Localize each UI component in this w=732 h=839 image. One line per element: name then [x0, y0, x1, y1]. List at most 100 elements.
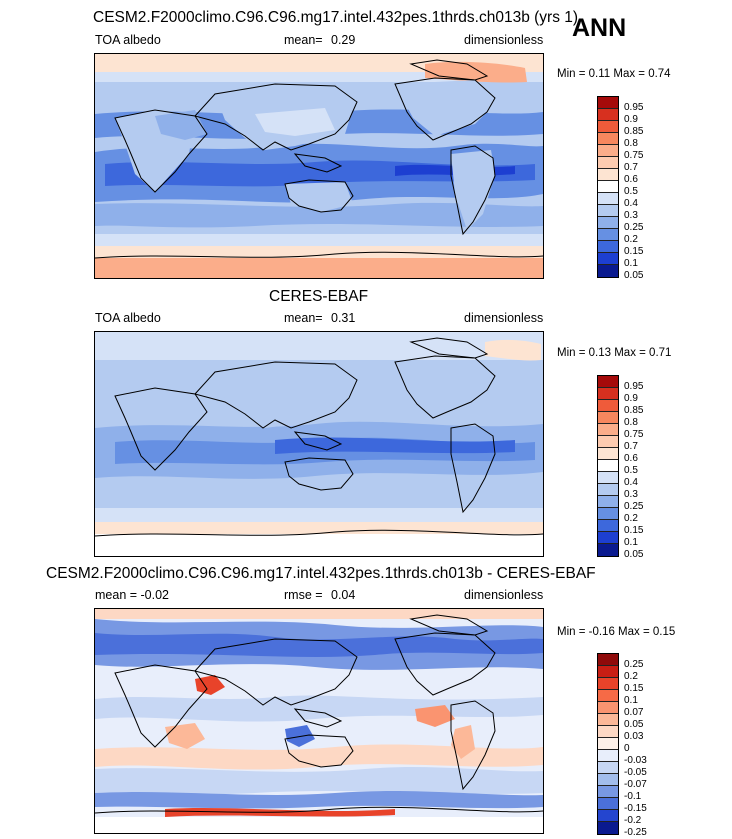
panel-1-colorbar-swatch [598, 109, 618, 121]
panel-2-title: CERES-EBAF [269, 288, 369, 305]
panel-3-colorbar-label: -0.25 [624, 827, 647, 838]
panel-3-min-max: Min = -0.16 Max = 0.15 [557, 626, 676, 638]
panel-2-map [94, 331, 544, 557]
panel-3-colorbar-label: -0.2 [624, 815, 642, 826]
panel-1-colorbar [597, 96, 619, 278]
panel-2-colorbar-swatch [598, 388, 618, 400]
panel-3-rmse-value: 0.04 [331, 588, 356, 602]
panel-3-colorbar-swatch [598, 762, 618, 774]
panel-1-colorbar-label: 0.7 [624, 162, 638, 173]
panel-1-title: CESM2.F2000climo.C96.C96.mg17.intel.432p… [93, 9, 579, 26]
panel-1-colorbar-label: 0.75 [624, 150, 644, 161]
panel-3-colorbar-swatch [598, 798, 618, 810]
panel-2-units-label: dimensionless [464, 311, 544, 325]
panel-2-colorbar-label: 0.75 [624, 429, 644, 440]
panel-2-colorbar-swatch [598, 412, 618, 424]
panel-2-colorbar-label: 0.4 [624, 477, 638, 488]
panel-3-colorbar-label: 0.1 [624, 695, 638, 706]
panel-1-colorbar-label: 0.9 [624, 114, 638, 125]
panel-2-colorbar-swatch [598, 544, 618, 556]
panel-2-colorbar-swatch [598, 472, 618, 484]
panel-1-colorbar-label: 0.05 [624, 270, 644, 281]
panel-1-colorbar-label: 0.25 [624, 222, 644, 233]
panel-2-colorbar-label: 0.9 [624, 393, 638, 404]
panel-1-mean-label: mean= [284, 33, 323, 47]
panel-3-colorbar-label: 0.05 [624, 719, 644, 730]
panel-3-rmse-label: rmse = [284, 588, 323, 602]
panel-3-colorbar-label: 0.2 [624, 671, 638, 682]
panel-1-variable-label: TOA albedo [95, 33, 161, 47]
panel-1-colorbar-swatch [598, 265, 618, 277]
panel-3-colorbar [597, 653, 619, 835]
panel-3-colorbar-label: 0.07 [624, 707, 644, 718]
panel-2-colorbar-swatch [598, 484, 618, 496]
panel-3-colorbar-label: 0 [624, 743, 630, 754]
panel-1-colorbar-swatch [598, 217, 618, 229]
panel-2-colorbar-swatch [598, 448, 618, 460]
panel-1-mean-value: 0.29 [331, 33, 356, 47]
panel-1-colorbar-swatch [598, 133, 618, 145]
panel-2-mean-value: 0.31 [331, 311, 356, 325]
panel-2-colorbar-label: 0.1 [624, 537, 638, 548]
panel-1-colorbar-label: 0.95 [624, 102, 644, 113]
panel-3-colorbar-swatch [598, 726, 618, 738]
panel-2-colorbar-swatch [598, 532, 618, 544]
panel-3-colorbar-label: -0.07 [624, 779, 647, 790]
panel-3-colorbar-swatch [598, 690, 618, 702]
panel-1-colorbar-label: 0.6 [624, 174, 638, 185]
panel-2-min-max: Min = 0.13 Max = 0.71 [557, 347, 672, 359]
panel-3-colorbar-swatch [598, 810, 618, 822]
panel-2-colorbar-label: 0.8 [624, 417, 638, 428]
panel-3-colorbar-label: 0.15 [624, 683, 644, 694]
panel-1-min-max: Min = 0.11 Max = 0.74 [557, 68, 671, 80]
panel-2-colorbar-label: 0.3 [624, 489, 638, 500]
panel-3-colorbar-swatch [598, 702, 618, 714]
panel-1-colorbar-swatch [598, 205, 618, 217]
panel-3-colorbar-label: 0.03 [624, 731, 644, 742]
panel-3-colorbar-label: -0.05 [624, 767, 647, 778]
panel-1-colorbar-label: 0.3 [624, 210, 638, 221]
panel-3-colorbar-swatch [598, 714, 618, 726]
panel-1-colorbar-label: 0.2 [624, 234, 638, 245]
panel-1-colorbar-label: 0.85 [624, 126, 644, 137]
panel-3-colorbar-swatch [598, 678, 618, 690]
panel-3-colorbar-swatch [598, 774, 618, 786]
panel-1-colorbar-swatch [598, 241, 618, 253]
panel-1-colorbar-swatch [598, 121, 618, 133]
panel-1-map [94, 53, 544, 279]
panel-3-colorbar-swatch [598, 666, 618, 678]
panel-2-colorbar-swatch [598, 436, 618, 448]
panel-2-colorbar-label: 0.2 [624, 513, 638, 524]
panel-1-colorbar-swatch [598, 193, 618, 205]
panel-3-colorbar-swatch [598, 786, 618, 798]
panel-2-variable-label: TOA albedo [95, 311, 161, 325]
panel-1-colorbar-label: 0.8 [624, 138, 638, 149]
panel-1-colorbar-swatch [598, 181, 618, 193]
panel-2-colorbar-label: 0.25 [624, 501, 644, 512]
panel-1-units-label: dimensionless [464, 33, 544, 47]
panel-2-colorbar-label: 0.6 [624, 453, 638, 464]
panel-2-colorbar-swatch [598, 400, 618, 412]
panel-3-colorbar-label: -0.15 [624, 803, 647, 814]
panel-3-mean-label: mean = -0.02 [95, 588, 170, 602]
panel-1-colorbar-swatch [598, 253, 618, 265]
panel-2-colorbar-swatch [598, 424, 618, 436]
panel-2-colorbar-swatch [598, 496, 618, 508]
panel-2-colorbar-label: 0.95 [624, 381, 644, 392]
panel-3-colorbar-label: -0.1 [624, 791, 642, 802]
panel-2-colorbar-label: 0.85 [624, 405, 644, 416]
panel-1-colorbar-label: 0.1 [624, 258, 638, 269]
panel-1-colorbar-swatch [598, 169, 618, 181]
panel-3-colorbar-swatch [598, 738, 618, 750]
panel-2-colorbar-swatch [598, 460, 618, 472]
panel-1-colorbar-swatch [598, 157, 618, 169]
panel-1-colorbar-label: 0.15 [624, 246, 644, 257]
panel-2-colorbar-label: 0.5 [624, 465, 638, 476]
panel-3-units-label: dimensionless [464, 588, 544, 602]
panel-1-colorbar-swatch [598, 229, 618, 241]
panel-3-title: CESM2.F2000climo.C96.C96.mg17.intel.432p… [46, 565, 596, 582]
panel-3-colorbar-label: -0.03 [624, 755, 647, 766]
panel-3-colorbar-swatch [598, 750, 618, 762]
panel-2-colorbar-label: 0.05 [624, 549, 644, 560]
panel-1-colorbar-label: 0.5 [624, 186, 638, 197]
